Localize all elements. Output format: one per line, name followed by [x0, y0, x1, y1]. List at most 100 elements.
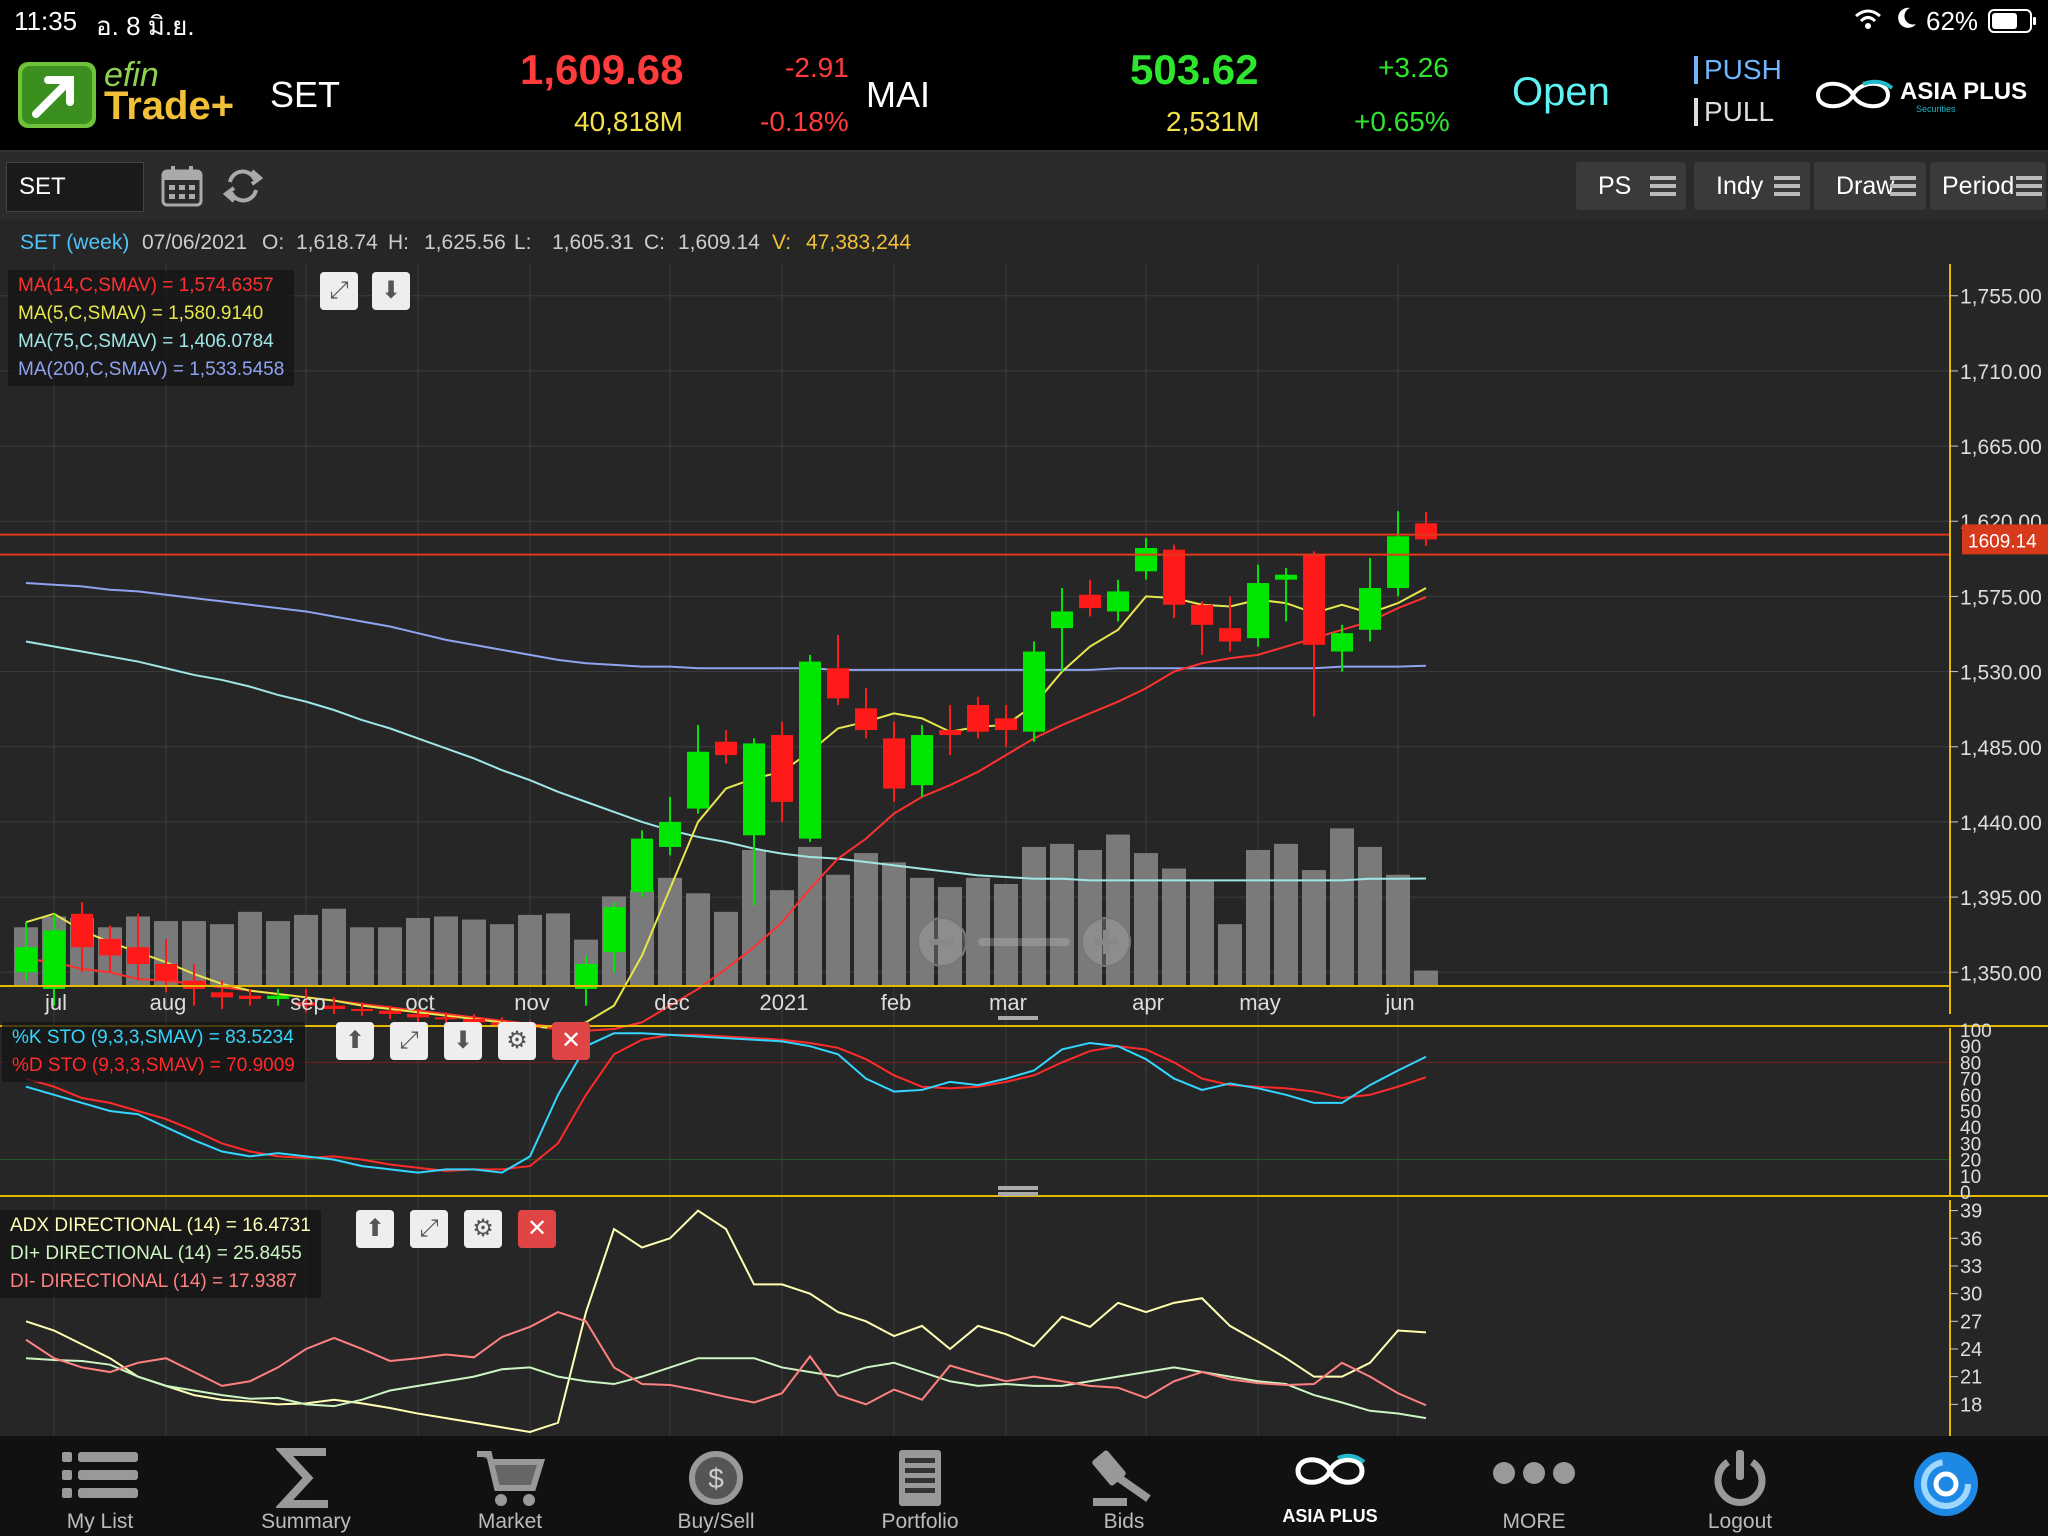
gear-icon[interactable]: ⚙: [464, 1210, 502, 1248]
nav-buy-sell[interactable]: $ Buy/Sell: [616, 1436, 816, 1536]
candle-body: [1359, 588, 1381, 630]
chart-toolbar: SET PS Indy Draw Period: [0, 152, 2048, 220]
logo-text-bottom: Trade+: [104, 84, 235, 128]
pull-toggle[interactable]: PULL: [1694, 98, 1774, 126]
symbol-input[interactable]: SET: [6, 162, 144, 212]
logo-text-top: efin: [104, 56, 159, 94]
arrow-up-icon[interactable]: ⬆: [356, 1210, 394, 1248]
nav-portfolio[interactable]: Portfolio: [820, 1436, 1020, 1536]
candle-body: [127, 947, 149, 964]
expand-icon[interactable]: ⤢: [410, 1210, 448, 1248]
nav-asia-plus[interactable]: ASIA PLUS: [1230, 1436, 1430, 1536]
di-plus-line: [25, 1357, 1427, 1420]
candle-body: [435, 1017, 457, 1020]
month-label: jun: [1384, 990, 1414, 1015]
arrow-down-icon[interactable]: ⬇: [444, 1022, 482, 1060]
nav-label: MORE: [1502, 1510, 1566, 1533]
nav-more[interactable]: MORE: [1434, 1436, 1634, 1536]
open-label: O:: [262, 231, 285, 254]
adx-tick-label: 24: [1960, 1339, 1982, 1361]
nav-my-list[interactable]: My List: [0, 1436, 200, 1536]
price-tick-label: 1,485.00: [1960, 737, 2042, 760]
candle-body: [1331, 633, 1353, 652]
candle-body: [743, 743, 765, 836]
volume-bar: [1414, 970, 1438, 986]
price-tick-label: 1,575.00: [1960, 586, 2042, 609]
mai-volume: 2,531M: [1166, 106, 1260, 137]
status-bar: 11:35 อ. 8 มิ.ย. 62%: [0, 0, 2048, 41]
close-icon[interactable]: ✕: [518, 1210, 556, 1248]
price-tick-label: 1,395.00: [1960, 887, 2042, 910]
indy-button[interactable]: Indy: [1694, 162, 1810, 210]
mai-index-label: MAI: [866, 74, 931, 115]
ma75-legend: MA(75,C,SMAV) = 1,406.0784: [18, 331, 274, 352]
asia-plus-logo-icon: [1808, 74, 1898, 121]
candle-body: [1219, 628, 1241, 642]
push-toggle[interactable]: PUSH: [1694, 56, 1782, 84]
draw-button[interactable]: Draw: [1814, 162, 1926, 210]
gear-icon[interactable]: ⚙: [498, 1022, 536, 1060]
period-button[interactable]: Period: [1930, 162, 2046, 210]
period-button-label: Period: [1942, 172, 2015, 200]
volume-bar: [462, 919, 486, 986]
sto-tick-label: 70: [1960, 1070, 1981, 1091]
month-label: oct: [405, 990, 434, 1015]
volume-bar: [658, 877, 682, 986]
candle-body: [1163, 549, 1185, 605]
volume-bar: [882, 862, 906, 986]
stok-legend: %K STO (9,3,3,SMAV) = 83.5234: [12, 1027, 294, 1048]
indy-button-label: Indy: [1716, 172, 1764, 200]
broker-subtitle: Securities: [1916, 104, 1956, 114]
nav-summary[interactable]: Summary: [206, 1436, 406, 1536]
nav-bids[interactable]: Bids: [1024, 1436, 1224, 1536]
candle-body: [659, 821, 681, 847]
volume-bar: [1162, 868, 1186, 986]
month-label: sep: [290, 990, 325, 1015]
sto-tick-label: 20: [1960, 1151, 1981, 1172]
nav-label: Logout: [1707, 1510, 1773, 1533]
candle-body: [771, 735, 793, 802]
candle-body: [939, 730, 961, 736]
adx-tick-label: 18: [1960, 1394, 1982, 1416]
nav-logout[interactable]: Logout: [1640, 1436, 1840, 1536]
calendar-icon[interactable]: [160, 164, 204, 213]
gavel-icon: [1089, 1448, 1159, 1513]
volume-bar: [686, 893, 710, 986]
market-status: Open: [1512, 70, 1610, 114]
sto-k-line: [25, 1032, 1427, 1174]
set-volume: 40,818M: [574, 106, 683, 137]
volume-bar: [1078, 850, 1102, 986]
nav-market[interactable]: Market: [410, 1436, 610, 1536]
arrow-up-icon[interactable]: ⬆: [336, 1022, 374, 1060]
battery-percent: 62%: [1926, 6, 1979, 36]
candle-body: [267, 995, 289, 999]
ps-button[interactable]: PS: [1576, 162, 1686, 210]
close-icon[interactable]: ✕: [552, 1022, 590, 1060]
zoom-out-icon: [930, 939, 954, 945]
volume-bar: [854, 853, 878, 986]
di-minus-line: [25, 1310, 1427, 1407]
volume-bar: [1386, 874, 1410, 986]
stod-legend: %D STO (9,3,3,SMAV) = 70.9009: [12, 1055, 295, 1076]
refresh-circle-icon[interactable]: [1910, 1448, 1982, 1525]
volume-bar: [238, 911, 262, 986]
price-chart[interactable]: 1,755.001,710.001,665.001,620.001,575.00…: [0, 264, 2048, 1436]
candle-body: [463, 1019, 485, 1023]
candle-body: [995, 718, 1017, 731]
svg-text:$: $: [708, 1463, 724, 1494]
low-label: L:: [514, 231, 532, 254]
expand-icon[interactable]: ⤢: [390, 1022, 428, 1060]
candle-body: [99, 938, 121, 956]
nav-label: ASIA PLUS: [1282, 1506, 1378, 1526]
candle-body: [239, 995, 261, 999]
refresh-icon[interactable]: [222, 166, 264, 211]
arrow-down-icon[interactable]: ⬇: [372, 272, 410, 310]
pane-drag-handle: [998, 1186, 1038, 1190]
candle-body: [1275, 574, 1297, 580]
candle-body: [379, 1010, 401, 1015]
adx-tick-label: 36: [1960, 1228, 1982, 1250]
price-tick-label: 1,440.00: [1960, 812, 2042, 835]
cart-icon: [475, 1448, 546, 1513]
expand-icon[interactable]: ⤢: [320, 272, 358, 310]
candle-body: [1023, 651, 1045, 732]
